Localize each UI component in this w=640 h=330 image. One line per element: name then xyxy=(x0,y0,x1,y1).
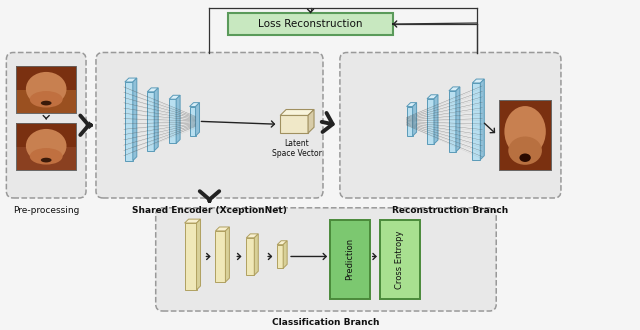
Polygon shape xyxy=(280,110,314,115)
Bar xyxy=(17,66,76,90)
Bar xyxy=(169,99,176,144)
Polygon shape xyxy=(216,227,229,231)
Text: Latent
Space Vector: Latent Space Vector xyxy=(272,139,322,158)
Bar xyxy=(427,99,434,144)
Polygon shape xyxy=(154,88,158,151)
Ellipse shape xyxy=(41,158,52,162)
Bar xyxy=(189,107,196,136)
Ellipse shape xyxy=(508,137,542,165)
Ellipse shape xyxy=(26,129,67,163)
Text: Cross Entropy: Cross Entropy xyxy=(395,230,404,289)
Polygon shape xyxy=(283,241,287,268)
Bar xyxy=(330,219,370,299)
Text: Loss Reconstruction: Loss Reconstruction xyxy=(259,19,363,29)
Polygon shape xyxy=(196,219,200,290)
Polygon shape xyxy=(449,87,460,91)
Polygon shape xyxy=(189,103,200,107)
Text: Classification Branch: Classification Branch xyxy=(272,318,380,327)
Polygon shape xyxy=(254,234,259,275)
Polygon shape xyxy=(413,103,417,136)
Text: Pre-processing: Pre-processing xyxy=(13,206,79,215)
Ellipse shape xyxy=(30,91,63,108)
Bar xyxy=(406,107,413,136)
Bar xyxy=(17,66,76,114)
FancyBboxPatch shape xyxy=(6,52,86,198)
Polygon shape xyxy=(225,227,229,282)
Bar xyxy=(17,123,76,171)
Ellipse shape xyxy=(26,72,67,106)
Polygon shape xyxy=(133,78,137,161)
Bar xyxy=(280,115,308,133)
Bar xyxy=(17,123,76,171)
Polygon shape xyxy=(472,79,484,83)
Polygon shape xyxy=(196,103,200,136)
Polygon shape xyxy=(427,95,438,99)
Polygon shape xyxy=(434,95,438,144)
Bar xyxy=(17,66,76,114)
Polygon shape xyxy=(184,219,200,223)
Polygon shape xyxy=(246,234,259,238)
Bar xyxy=(472,83,480,160)
Polygon shape xyxy=(480,79,484,160)
Bar xyxy=(216,231,225,282)
Polygon shape xyxy=(147,88,158,92)
Polygon shape xyxy=(406,103,417,107)
Bar xyxy=(125,82,133,161)
Ellipse shape xyxy=(504,106,546,157)
Bar xyxy=(380,219,420,299)
Bar xyxy=(228,13,393,35)
Polygon shape xyxy=(277,241,287,245)
FancyBboxPatch shape xyxy=(96,52,323,198)
Bar xyxy=(246,238,254,275)
Text: Shared Encoder (XceptionNet): Shared Encoder (XceptionNet) xyxy=(132,206,287,215)
Bar xyxy=(499,100,551,171)
Text: Prediction: Prediction xyxy=(346,238,355,280)
Bar xyxy=(147,92,154,151)
Bar xyxy=(184,223,196,290)
FancyBboxPatch shape xyxy=(340,52,561,198)
Polygon shape xyxy=(176,95,180,144)
Bar xyxy=(499,100,551,171)
Polygon shape xyxy=(125,78,137,82)
Polygon shape xyxy=(456,87,460,152)
Bar xyxy=(277,245,283,268)
Bar xyxy=(449,91,456,152)
Bar xyxy=(17,123,76,147)
Polygon shape xyxy=(308,110,314,133)
Ellipse shape xyxy=(520,153,531,162)
FancyBboxPatch shape xyxy=(156,208,496,311)
Text: Reconstruction Branch: Reconstruction Branch xyxy=(392,206,509,215)
Polygon shape xyxy=(169,95,180,99)
Ellipse shape xyxy=(30,148,63,165)
Ellipse shape xyxy=(41,101,52,105)
